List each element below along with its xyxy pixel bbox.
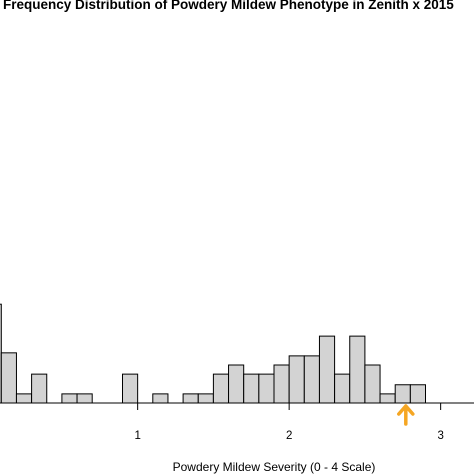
histogram-bars [0,303,427,404]
x-axis-ticks: 1 2 3 [134,403,444,442]
histogram-bar [228,364,245,404]
histogram-bar [122,373,139,404]
x-tick-label: 3 [437,430,443,442]
histogram-bar [76,393,93,404]
histogram-bar [0,352,17,404]
x-axis-label: Powdery Mildew Severity (0 - 4 Scale) [173,460,376,474]
chart-title: Frequency Distribution of Powdery Mildew… [3,0,454,12]
histogram-bar [349,335,366,404]
arrow-marker [397,404,415,426]
histogram-bar [197,393,214,404]
histogram-bar [31,373,48,404]
histogram-bar [61,393,78,404]
histogram-bar [152,393,169,404]
histogram-bar [288,355,305,404]
histogram-bar [303,355,320,404]
histogram-bar [379,393,396,404]
x-tick-label: 1 [134,430,140,442]
histogram-bar [212,373,230,404]
histogram-bar [15,393,33,404]
histogram-bar [243,373,260,404]
histogram-bar [258,373,275,404]
histogram-bar [409,384,427,404]
histogram-bar [394,384,411,404]
histogram-bar [318,335,336,404]
highlight-arrow-icon [397,404,415,426]
histogram-bar [334,373,351,404]
histogram-bar [273,364,290,404]
histogram-bar [182,393,199,404]
x-tick-label: 2 [286,430,292,442]
histogram-bar [364,364,381,404]
